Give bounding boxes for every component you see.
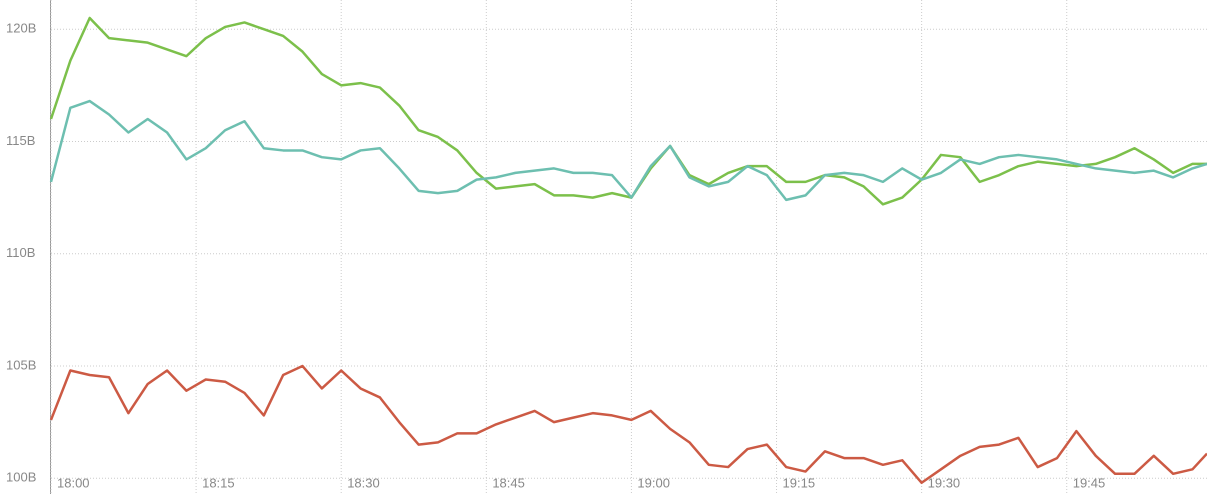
series-line [49, 16, 1207, 206]
x-tick-label: 19:30 [928, 475, 961, 490]
x-tick-label: 19:45 [1073, 475, 1106, 490]
x-tick-label: 18:15 [202, 475, 235, 490]
x-tick-label: 19:00 [637, 475, 670, 490]
y-tick-label: 120B [6, 21, 36, 36]
x-tick-label: 19:15 [783, 475, 816, 490]
series-line [49, 99, 1207, 202]
x-tick-label: 18:45 [492, 475, 525, 490]
y-tick-label: 100B [6, 470, 36, 485]
y-tick-label: 105B [6, 357, 36, 372]
y-tick-label: 110B [6, 245, 35, 260]
x-tick-label: 18:30 [347, 475, 380, 490]
x-tick-label: 18:00 [57, 475, 90, 490]
y-tick-label: 115B [6, 133, 35, 148]
series-line [49, 364, 1207, 485]
